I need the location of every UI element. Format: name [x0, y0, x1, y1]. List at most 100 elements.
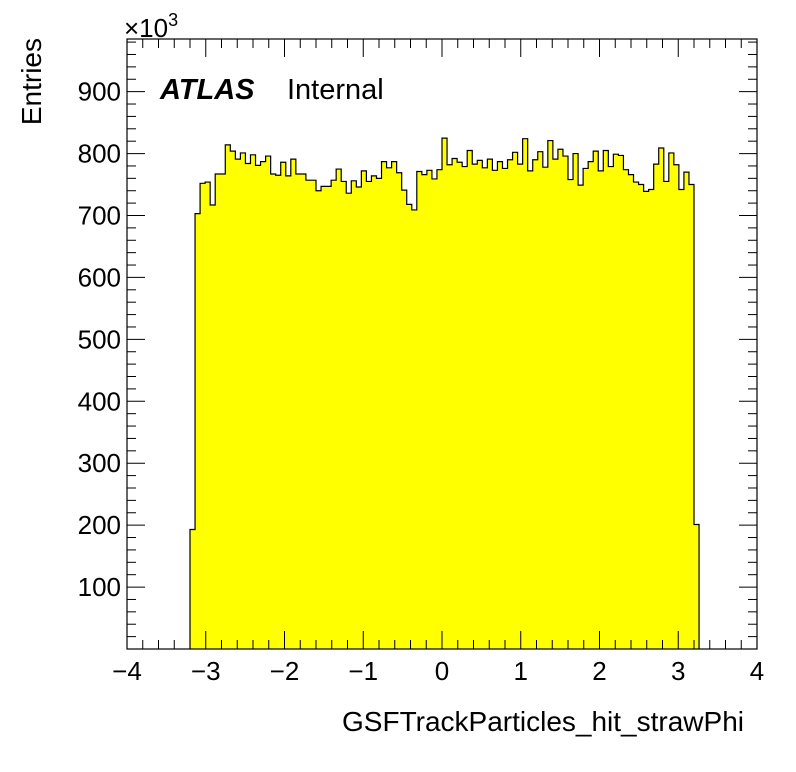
- histogram-bin: [477, 160, 483, 649]
- histogram-bin: [447, 164, 453, 649]
- axis-ticks: [126, 39, 758, 650]
- histogram-bin: [527, 170, 534, 649]
- y-tick-label: 700: [78, 200, 121, 230]
- histogram-bin: [341, 181, 347, 649]
- x-tick-label: −1: [348, 656, 378, 686]
- histogram-bin: [280, 162, 287, 650]
- x-tick-label: 4: [750, 656, 764, 686]
- histogram-bin: [235, 159, 241, 649]
- histogram-bin: [270, 174, 277, 649]
- histogram-bin: [215, 174, 221, 649]
- histogram-bin: [593, 151, 599, 649]
- histogram-bin: [588, 161, 594, 649]
- histogram-bin: [497, 161, 503, 649]
- histogram-bin: [250, 154, 256, 649]
- histogram-bin: [552, 159, 559, 649]
- histogram-bin: [371, 175, 377, 650]
- histogram-bin: [583, 168, 589, 649]
- histogram-bin: [381, 161, 387, 649]
- histogram-bin: [356, 187, 362, 649]
- histogram-bin: [386, 167, 392, 649]
- histogram-bin: [487, 159, 493, 649]
- histogram-bin: [522, 138, 529, 649]
- x-axis-title: GSFTrackParticles_hit_strawPhi: [342, 706, 744, 737]
- histogram-bin: [210, 204, 216, 649]
- x-tick-label: 2: [592, 656, 606, 686]
- histogram-bin: [305, 180, 312, 649]
- x-tick-label: 1: [514, 656, 528, 686]
- y-tick-label: 500: [78, 324, 121, 354]
- histogram-bin: [648, 189, 655, 650]
- histogram-bin: [260, 161, 266, 649]
- histogram-bin: [658, 147, 665, 650]
- histogram-bin: [638, 184, 644, 649]
- histogram-bin: [603, 150, 609, 649]
- histogram-bin: [537, 151, 544, 649]
- histogram-bin: [416, 171, 423, 649]
- histogram-bin: [663, 181, 670, 649]
- histogram-bin: [618, 155, 624, 649]
- histogram-bin: [673, 164, 680, 649]
- histogram-bin: [406, 204, 413, 649]
- histogram-bin: [643, 191, 650, 649]
- histogram-bin: [346, 193, 352, 649]
- histogram-bin: [290, 159, 297, 649]
- histogram-bin: [190, 529, 196, 649]
- histogram-bin: [245, 163, 251, 650]
- histogram-bin: [633, 182, 639, 649]
- histogram-bin: [467, 150, 473, 649]
- y-multiplier-base: ×10: [124, 13, 168, 43]
- y-tick-label: 400: [78, 386, 121, 416]
- histogram-bin: [255, 165, 261, 649]
- histogram-bin: [668, 152, 675, 649]
- histogram-bin: [452, 158, 458, 649]
- histogram-bin: [688, 184, 695, 649]
- histogram-bin: [225, 144, 231, 649]
- histogram-bin: [598, 170, 604, 649]
- histogram-bin: [195, 213, 201, 649]
- x-tick-label: 0: [435, 656, 449, 686]
- histogram-bin: [613, 154, 619, 649]
- histogram-bin: [285, 175, 292, 650]
- histogram-bars: [190, 138, 700, 650]
- histogram-bin: [568, 179, 574, 649]
- histogram-bin: [205, 182, 211, 649]
- y-tick-label: 200: [78, 510, 121, 540]
- x-tick-label: 3: [671, 656, 685, 686]
- histogram-bin: [321, 186, 327, 649]
- histogram-bin: [683, 172, 690, 649]
- x-tick-label: −2: [270, 656, 300, 686]
- histogram-bin: [557, 149, 564, 650]
- histogram-bin: [310, 180, 317, 649]
- histogram-bin: [462, 166, 468, 649]
- histogram-bin: [361, 170, 367, 649]
- histogram-bin: [376, 178, 382, 649]
- histogram-bin: [426, 170, 433, 650]
- histogram-bin: [366, 181, 372, 649]
- histogram-bin: [694, 524, 700, 649]
- histogram-bin: [240, 152, 246, 649]
- y-tick-labels: 100 200 300 400 500 600 700 800 900: [78, 77, 121, 602]
- histogram-bin: [200, 183, 206, 650]
- y-tick-label: 100: [78, 572, 121, 602]
- histogram-bin: [547, 140, 554, 649]
- histogram-bin: [472, 164, 478, 649]
- internal-label: Internal: [287, 74, 384, 106]
- histogram-bin: [295, 174, 302, 649]
- histogram-bin: [678, 189, 685, 650]
- histogram-bin: [457, 162, 463, 650]
- histogram-bin: [326, 186, 332, 649]
- histogram-bin: [492, 170, 498, 650]
- histogram-bin: [401, 190, 408, 650]
- y-axis-multiplier: ×103: [124, 10, 178, 43]
- histogram-bin: [562, 156, 569, 650]
- y-tick-label: 600: [78, 262, 121, 292]
- atlas-label: ATLAS: [159, 74, 255, 106]
- y-tick-label: 300: [78, 448, 121, 478]
- histogram-bin: [421, 174, 428, 649]
- histogram-bin: [431, 178, 438, 649]
- histogram-bin: [220, 174, 226, 649]
- histogram-bin: [411, 209, 418, 650]
- x-tick-label: −3: [191, 656, 221, 686]
- histogram-bin: [275, 175, 282, 650]
